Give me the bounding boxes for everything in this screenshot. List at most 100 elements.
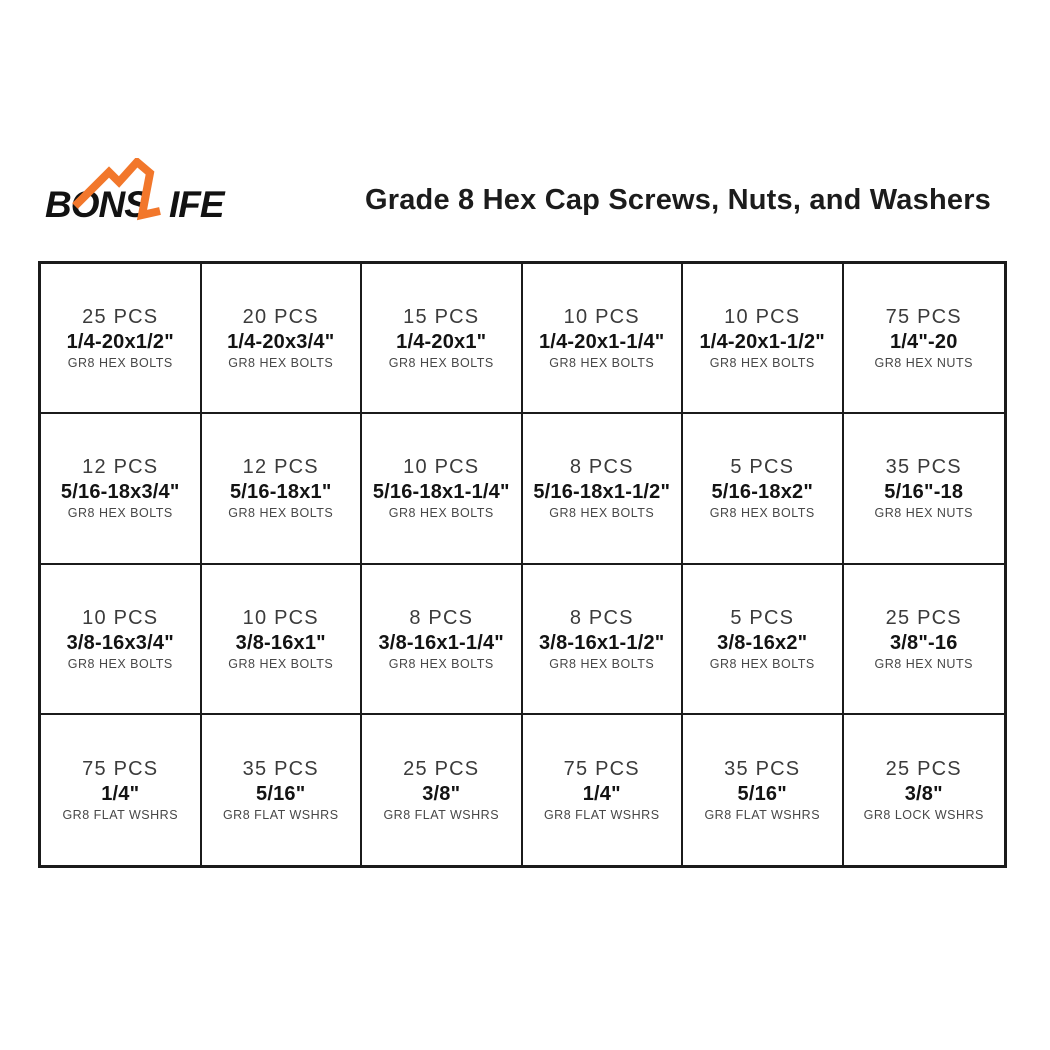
logo-text-bons: BONS [45, 184, 149, 225]
part-size-label: 1/4-20x1-1/4" [538, 331, 665, 354]
part-type-label: GR8 HEX NUTS [874, 356, 973, 371]
part-type-label: GR8 HEX BOLTS [228, 656, 334, 671]
part-type-label: GR8 HEX BOLTS [388, 356, 494, 371]
part-type-label: GR8 HEX BOLTS [67, 656, 173, 671]
piece-count-label: 10 PCS [724, 306, 801, 329]
part-size-label: 1/4" [101, 782, 140, 805]
part-size-label: 5/16-18x2" [711, 481, 814, 504]
piece-count-label: 75 PCS [82, 757, 159, 780]
grid-cell-r4-c5: 35 PCS 5/16" GR8 FLAT WSHRS [683, 714, 844, 865]
part-size-label: 5/16-18x1-1/4" [372, 481, 510, 504]
grid-cell-r3-c1: 10 PCS 3/8-16x3/4" GR8 HEX BOLTS [41, 564, 202, 715]
part-type-label: GR8 HEX BOLTS [549, 656, 655, 671]
part-type-label: GR8 HEX BOLTS [388, 506, 494, 521]
grid-cell-r4-c2: 35 PCS 5/16" GR8 FLAT WSHRS [202, 714, 362, 865]
grid-cell-r1-c1: 25 PCS 1/4-20x1/2" GR8 HEX BOLTS [41, 264, 202, 415]
part-size-label: 5/16-18x1-1/2" [533, 481, 671, 504]
piece-count-label: 10 PCS [82, 606, 159, 629]
grid-cell-r1-c4: 10 PCS 1/4-20x1-1/4" GR8 HEX BOLTS [522, 264, 683, 415]
piece-count-label: 75 PCS [563, 757, 640, 780]
part-size-label: 3/8-16x1" [235, 631, 326, 654]
part-type-label: GR8 HEX BOLTS [67, 506, 173, 521]
part-type-label: GR8 FLAT WSHRS [704, 807, 821, 822]
parts-grid: 25 PCS 1/4-20x1/2" GR8 HEX BOLTS 20 PCS … [38, 261, 1007, 868]
part-type-label: GR8 HEX BOLTS [709, 656, 815, 671]
part-type-label: GR8 HEX BOLTS [388, 656, 494, 671]
part-type-label: GR8 FLAT WSHRS [222, 807, 339, 822]
grid-cell-r4-c3: 25 PCS 3/8" GR8 FLAT WSHRS [362, 714, 523, 865]
piece-count-label: 5 PCS [730, 456, 795, 479]
piece-count-label: 25 PCS [82, 306, 159, 329]
part-size-label: 1/4-20x3/4" [227, 331, 335, 354]
part-size-label: 5/16" [256, 782, 306, 805]
page-title: Grade 8 Hex Cap Screws, Nuts, and Washer… [364, 184, 992, 216]
piece-count-label: 25 PCS [885, 757, 962, 780]
grid-cell-r1-c6: 75 PCS 1/4"-20 GR8 HEX NUTS [843, 264, 1004, 415]
piece-count-label: 35 PCS [242, 757, 319, 780]
part-type-label: GR8 LOCK WSHRS [863, 807, 984, 822]
part-type-label: GR8 HEX BOLTS [549, 356, 655, 371]
piece-count-label: 5 PCS [730, 606, 795, 629]
part-size-label: 3/8" [904, 782, 943, 805]
piece-count-label: 75 PCS [885, 306, 962, 329]
grid-cell-r3-c5: 5 PCS 3/8-16x2" GR8 HEX BOLTS [683, 564, 844, 715]
grid-cell-r2-c6: 35 PCS 5/16"-18 GR8 HEX NUTS [843, 414, 1004, 565]
grid-cell-r2-c3: 10 PCS 5/16-18x1-1/4" GR8 HEX BOLTS [362, 414, 523, 565]
grid-cell-r2-c1: 12 PCS 5/16-18x3/4" GR8 HEX BOLTS [41, 414, 202, 565]
piece-count-label: 12 PCS [82, 456, 159, 479]
part-type-label: GR8 FLAT WSHRS [62, 807, 179, 822]
part-size-label: 1/4"-20 [889, 331, 958, 354]
part-size-label: 5/16-18x3/4" [60, 481, 180, 504]
part-type-label: GR8 FLAT WSHRS [543, 807, 660, 822]
brand-logo: BONS IFE [45, 158, 235, 228]
piece-count-label: 10 PCS [563, 306, 640, 329]
part-size-label: 3/8"-16 [889, 631, 958, 654]
grid-cell-r2-c2: 12 PCS 5/16-18x1" GR8 HEX BOLTS [201, 414, 362, 565]
grid-cell-r3-c3: 8 PCS 3/8-16x1-1/4" GR8 HEX BOLTS [362, 564, 523, 715]
grid-cell-r2-c5: 5 PCS 5/16-18x2" GR8 HEX BOLTS [683, 414, 844, 565]
mountain-l-icon [72, 158, 161, 221]
grid-cell-r3-c6: 25 PCS 3/8"-16 GR8 HEX NUTS [843, 565, 1004, 715]
piece-count-label: 10 PCS [242, 606, 319, 629]
piece-count-label: 25 PCS [403, 757, 480, 780]
part-size-label: 1/4" [582, 782, 621, 805]
grid-cell-r1-c3: 15 PCS 1/4-20x1" GR8 HEX BOLTS [362, 264, 523, 415]
piece-count-label: 10 PCS [403, 456, 480, 479]
part-size-label: 1/4-20x1" [396, 331, 487, 354]
header: BONS IFE Grade 8 Hex Cap Screws, Nuts, a… [0, 158, 1050, 240]
grid-cell-r1-c2: 20 PCS 1/4-20x3/4" GR8 HEX BOLTS [201, 264, 362, 415]
part-size-label: 3/8-16x2" [717, 631, 808, 654]
part-type-label: GR8 HEX BOLTS [709, 506, 815, 521]
part-size-label: 3/8" [422, 782, 461, 805]
part-type-label: GR8 FLAT WSHRS [383, 807, 500, 822]
piece-count-label: 8 PCS [569, 606, 634, 629]
part-size-label: 5/16-18x1" [229, 481, 332, 504]
piece-count-label: 12 PCS [242, 456, 319, 479]
part-size-label: 1/4-20x1/2" [66, 331, 174, 354]
piece-count-label: 35 PCS [885, 456, 962, 479]
part-type-label: GR8 HEX BOLTS [709, 356, 815, 371]
piece-count-label: 35 PCS [724, 757, 801, 780]
piece-count-label: 20 PCS [242, 306, 319, 329]
part-type-label: GR8 HEX NUTS [874, 656, 973, 671]
grid-cell-r4-c1: 75 PCS 1/4" GR8 FLAT WSHRS [41, 714, 202, 865]
piece-count-label: 8 PCS [409, 606, 474, 629]
grid-cell-r4-c6: 25 PCS 3/8" GR8 LOCK WSHRS [844, 715, 1005, 865]
part-size-label: 5/16" [737, 782, 787, 805]
part-size-label: 1/4-20x1-1/2" [699, 331, 825, 354]
part-size-label: 3/8-16x1-1/2" [538, 631, 665, 654]
part-type-label: GR8 HEX BOLTS [228, 356, 334, 371]
piece-count-label: 15 PCS [403, 306, 480, 329]
part-type-label: GR8 HEX BOLTS [228, 506, 334, 521]
piece-count-label: 25 PCS [885, 606, 962, 629]
logo-text-ife: IFE [169, 184, 225, 225]
grid-cell-r1-c5: 10 PCS 1/4-20x1-1/2" GR8 HEX BOLTS [683, 264, 844, 415]
grid-cell-r3-c4: 8 PCS 3/8-16x1-1/2" GR8 HEX BOLTS [522, 564, 683, 715]
part-size-label: 3/8-16x3/4" [66, 631, 174, 654]
piece-count-label: 8 PCS [569, 456, 634, 479]
grid-cell-r3-c2: 10 PCS 3/8-16x1" GR8 HEX BOLTS [201, 564, 362, 715]
part-type-label: GR8 HEX BOLTS [67, 356, 173, 371]
part-size-label: 3/8-16x1-1/4" [378, 631, 504, 654]
part-type-label: GR8 HEX BOLTS [549, 506, 655, 521]
